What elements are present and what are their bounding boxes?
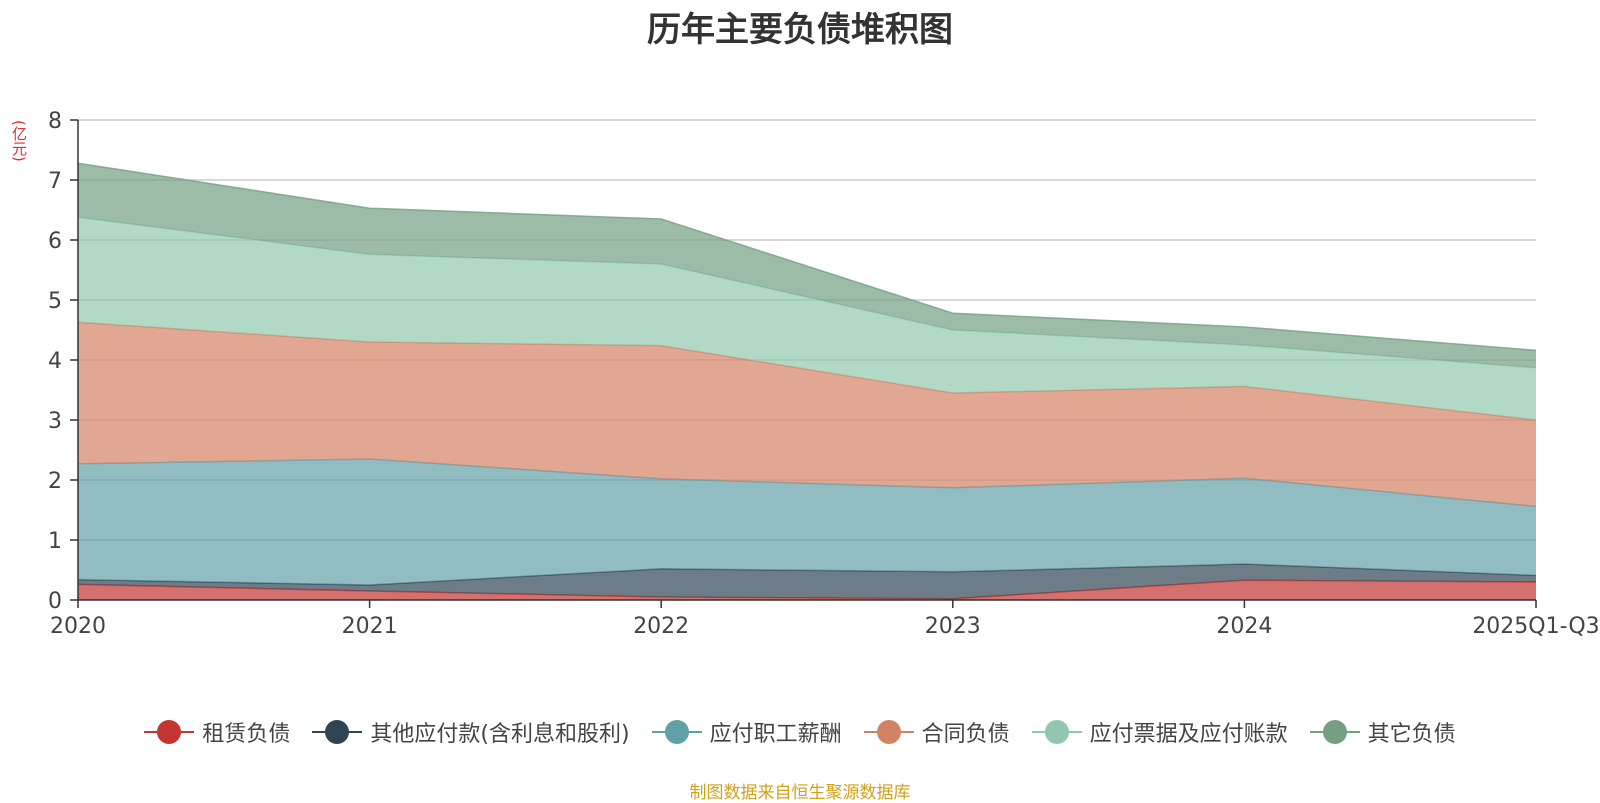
stacked-area-chart: 0 1 2 3 4 5 6 7 8 2020 2021 2022 2023 2024 2025Q1-Q3 xyxy=(48,109,1600,639)
source-note: 制图数据来自恒生聚源数据库 xyxy=(689,783,911,803)
x-tick-label: 2020 xyxy=(50,614,106,639)
legend-item[interactable]: 合同负债 xyxy=(863,716,1010,748)
area-series-2 xyxy=(78,564,1536,599)
x-tick-label: 2025Q1-Q3 xyxy=(1472,614,1599,639)
legend-marker-icon xyxy=(1309,719,1360,745)
area-series-5 xyxy=(78,217,1536,420)
x-tick-label: 2022 xyxy=(633,614,689,639)
y-tick-label: 3 xyxy=(48,409,62,434)
x-tick-label: 2023 xyxy=(925,614,981,639)
area-series-3 xyxy=(78,459,1536,585)
x-tick-label: 2024 xyxy=(1216,614,1272,639)
y-tick-label: 5 xyxy=(48,289,62,314)
legend-marker-icon xyxy=(651,719,702,745)
legend-label: 合同负债 xyxy=(921,722,1010,747)
y-tick-label: 8 xyxy=(48,109,62,134)
y-tick-label: 2 xyxy=(48,469,62,494)
x-tick-label: 2021 xyxy=(342,614,398,639)
legend-item[interactable]: 应付票据及应付账款 xyxy=(1031,716,1288,748)
legend-item[interactable]: 应付职工薪酬 xyxy=(651,716,842,748)
axis-layer: 0 1 2 3 4 5 6 7 8 2020 2021 2022 2023 2024 2025Q1-Q3 xyxy=(48,109,1600,639)
legend-marker-icon xyxy=(144,719,195,745)
area-series-6 xyxy=(78,163,1536,368)
y-tick-label: 4 xyxy=(48,349,62,374)
legend-label: 其他应付款(含利息和股利) xyxy=(370,722,630,747)
legend-label: 应付票据及应付账款 xyxy=(1089,722,1288,747)
chart-title: 历年主要负债堆积图 xyxy=(647,10,953,50)
area-edge-series-6 xyxy=(77,162,1537,352)
legend-label: 其它负债 xyxy=(1367,722,1456,747)
legend-marker-icon xyxy=(312,719,363,745)
y-tick-label: 0 xyxy=(48,589,62,614)
legend-marker-icon xyxy=(863,719,914,745)
y-tick-label: 6 xyxy=(48,229,62,254)
area-series-4 xyxy=(78,322,1536,507)
y-axis-unit-label: (亿元) xyxy=(10,120,28,162)
y-tick-label: 7 xyxy=(48,169,62,194)
legend-label: 应付职工薪酬 xyxy=(709,722,842,747)
legend: 租赁负债 其他应付款(含利息和股利) 应付职工薪酬 合同负债 应付票据及应付账款 其它负债 xyxy=(0,716,1600,748)
area-layer xyxy=(77,162,1537,600)
legend-item[interactable]: 其他应付款(含利息和股利) xyxy=(312,716,630,748)
legend-item[interactable]: 其它负债 xyxy=(1309,716,1456,748)
y-tick-label: 1 xyxy=(48,529,62,554)
legend-item[interactable]: 租赁负债 xyxy=(144,716,290,748)
legend-marker-icon xyxy=(1031,719,1082,745)
legend-label: 租赁负债 xyxy=(202,722,291,747)
